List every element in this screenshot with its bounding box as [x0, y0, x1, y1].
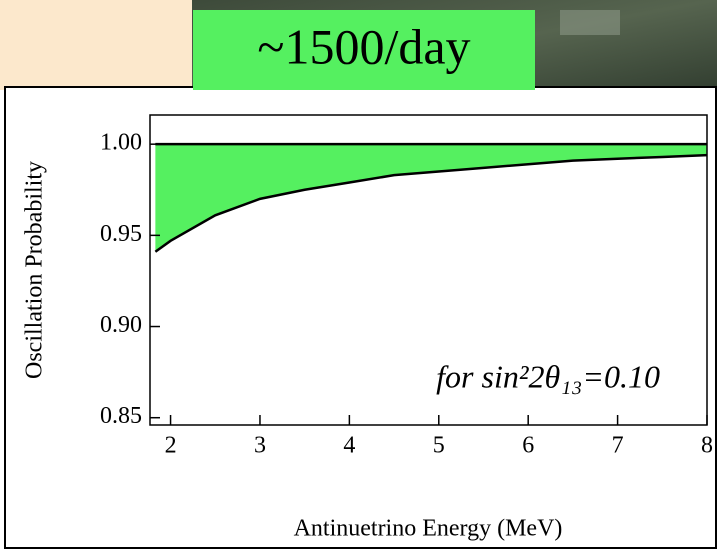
annotation: for sin²2θ₁₃=0.10: [436, 358, 660, 394]
x-tick-label: 8: [701, 433, 713, 459]
x-tick-label: 7: [612, 433, 624, 459]
y-tick-label: 0.95: [100, 221, 142, 247]
plot-frame: [149, 114, 708, 426]
photo-detail: [560, 10, 620, 35]
y-tick-label: 0.90: [100, 312, 142, 338]
badge-box: [193, 10, 535, 90]
x-tick-label: 2: [165, 433, 177, 459]
x-tick-label: 3: [254, 433, 266, 459]
curve: [154, 153, 708, 253]
x-tick-label: 4: [343, 433, 355, 459]
x-tick-label: 5: [433, 433, 445, 459]
y-tick-label: 1.00: [100, 130, 142, 156]
badge: ~1500/day: [257, 18, 470, 74]
y-axis-label: Oscillation Probability: [22, 161, 48, 379]
beige-panel: [0, 0, 192, 90]
x-axis-label: Antinuetrino Energy (MeV): [294, 516, 563, 542]
area-fill: [155, 144, 707, 252]
y-tick-label: 0.85: [100, 403, 142, 429]
x-tick-label: 6: [522, 433, 534, 459]
